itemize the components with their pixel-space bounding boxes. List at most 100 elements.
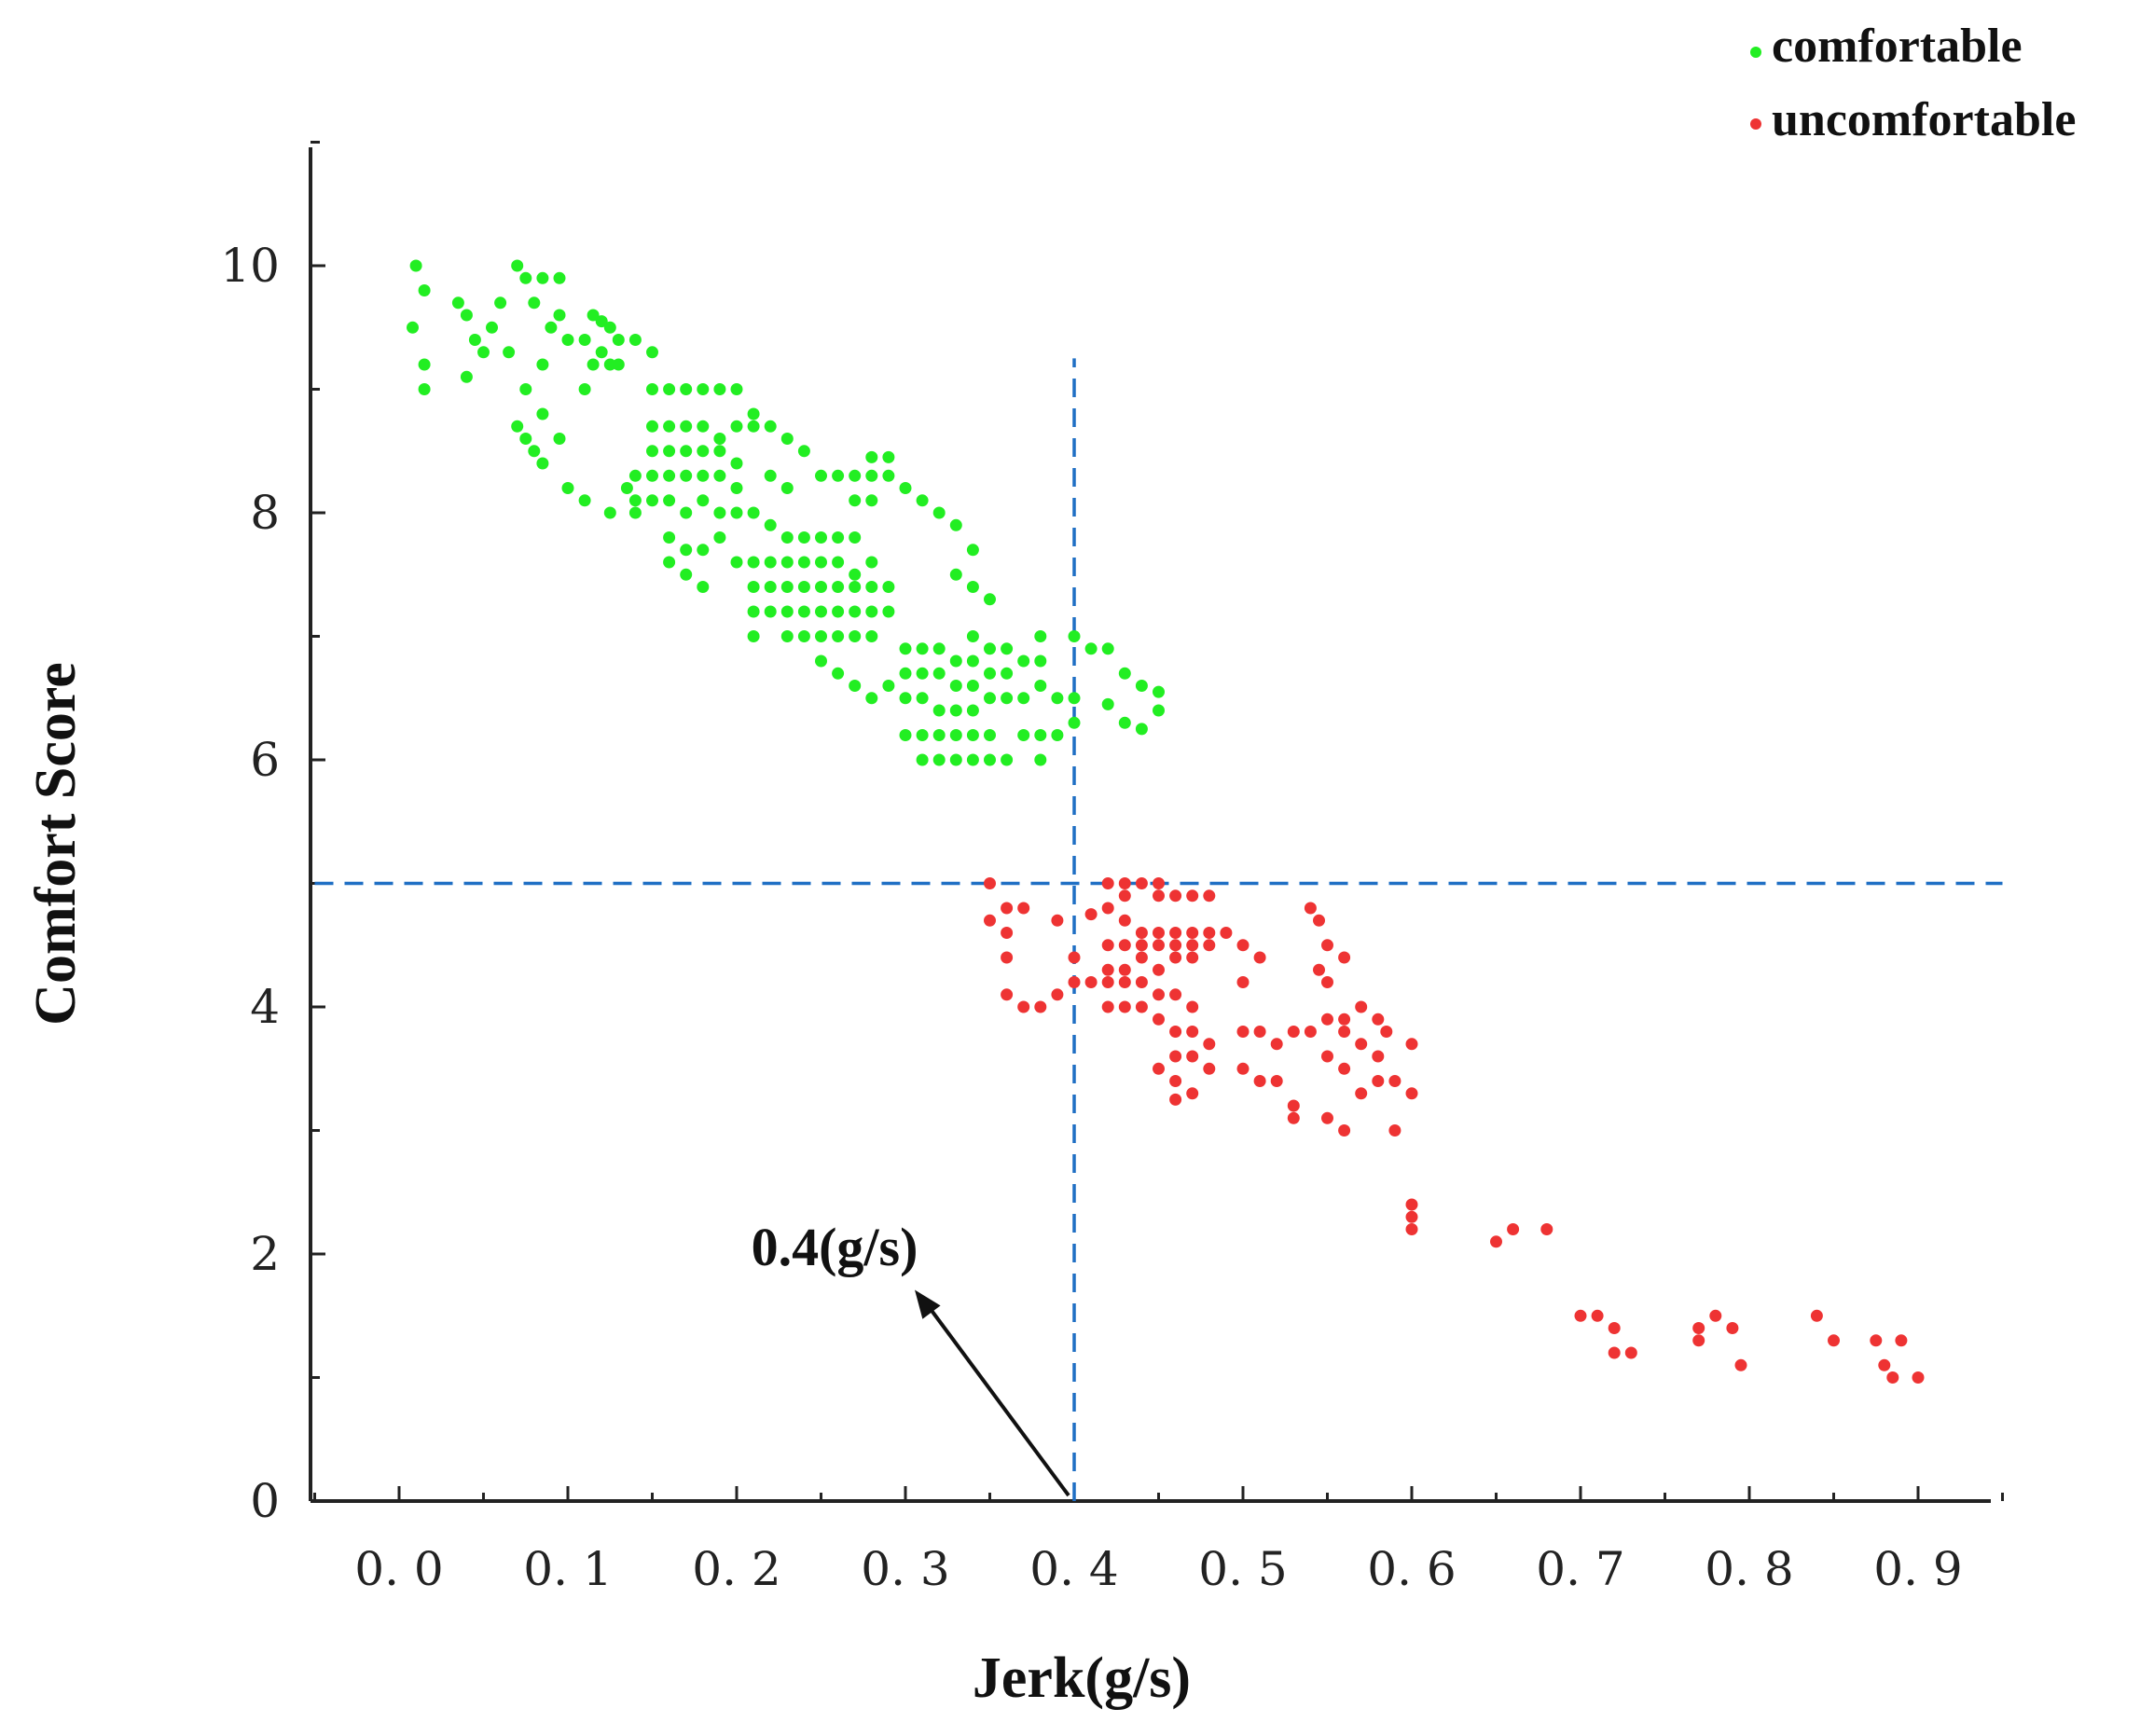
data-point-uncomfortable (1169, 1026, 1182, 1038)
data-point-comfortable (966, 753, 979, 766)
data-point-comfortable (984, 642, 996, 655)
data-point-uncomfortable (1169, 988, 1182, 1001)
data-point-comfortable (780, 531, 794, 544)
data-point-uncomfortable (1338, 1026, 1351, 1038)
x-tick-label: 0. 9 (1873, 1542, 1962, 1596)
data-point-comfortable (646, 420, 658, 433)
data-point-comfortable (663, 383, 676, 395)
data-point-comfortable (832, 630, 845, 642)
data-point-comfortable (984, 667, 996, 680)
data-point-comfortable (528, 296, 541, 310)
data-point-comfortable (949, 680, 962, 692)
data-point-comfortable (628, 506, 642, 519)
data-point-comfortable (780, 605, 794, 618)
data-point-comfortable (899, 667, 912, 680)
data-point-uncomfortable (1405, 1210, 1418, 1223)
data-point-uncomfortable (1236, 1062, 1250, 1075)
data-point-comfortable (764, 556, 777, 569)
data-point-uncomfortable (1912, 1371, 1925, 1384)
y-tick-label: 8 (250, 486, 280, 540)
x-tick-label: 0. 5 (1198, 1542, 1287, 1596)
data-point-comfortable (849, 469, 862, 482)
annotation-label: 0.4(g/s) (752, 1217, 918, 1277)
data-point-comfortable (578, 334, 591, 346)
data-point-uncomfortable (1118, 963, 1131, 976)
data-point-comfortable (697, 494, 710, 507)
data-point-comfortable (984, 692, 996, 705)
data-point-uncomfortable (1118, 889, 1131, 902)
data-point-comfortable (595, 315, 608, 328)
annotation-arrow-head (915, 1289, 941, 1319)
legend-marker-comfortable (1750, 47, 1761, 58)
data-point-comfortable (697, 581, 710, 593)
data-point-uncomfortable (1153, 939, 1165, 952)
y-axis-title: Comfort Score (24, 662, 88, 1026)
data-point-uncomfortable (1203, 939, 1216, 952)
data-point-comfortable (966, 630, 979, 642)
data-point-comfortable (528, 445, 541, 458)
data-point-uncomfortable (1135, 927, 1148, 939)
x-tick-label: 0. 8 (1705, 1542, 1793, 1596)
data-point-uncomfortable (1051, 914, 1064, 927)
data-point-comfortable (832, 605, 845, 618)
data-point-comfortable (603, 358, 616, 371)
data-point-comfortable (612, 334, 625, 346)
data-point-uncomfortable (1253, 1075, 1266, 1087)
data-point-uncomfortable (1068, 976, 1081, 988)
data-point-uncomfortable (1287, 1111, 1300, 1124)
data-point-uncomfortable (1101, 939, 1114, 952)
data-point-comfortable (815, 556, 827, 569)
data-point-uncomfortable (1591, 1309, 1604, 1322)
data-point-uncomfortable (1186, 889, 1199, 902)
data-point-comfortable (1051, 692, 1064, 705)
series-uncomfortable (984, 877, 1925, 1384)
data-point-comfortable (646, 494, 658, 507)
data-point-comfortable (966, 680, 979, 692)
data-point-comfortable (713, 383, 726, 395)
data-series (407, 259, 1925, 1384)
data-point-comfortable (849, 531, 862, 544)
data-point-comfortable (561, 334, 574, 346)
data-point-comfortable (730, 420, 743, 433)
data-point-comfortable (1118, 667, 1131, 680)
data-point-uncomfortable (1118, 939, 1131, 952)
data-point-uncomfortable (1153, 1013, 1165, 1026)
data-point-uncomfortable (1034, 1000, 1047, 1013)
data-point-comfortable (418, 383, 431, 395)
data-point-comfortable (899, 642, 912, 655)
x-tick-label: 0. 6 (1367, 1542, 1456, 1596)
data-point-comfortable (545, 321, 558, 334)
data-point-uncomfortable (1270, 1075, 1283, 1087)
data-point-uncomfortable (1304, 902, 1317, 915)
data-point-comfortable (797, 581, 810, 593)
data-point-uncomfortable (1287, 1099, 1300, 1112)
data-point-uncomfortable (1313, 963, 1325, 976)
data-point-uncomfortable (1186, 951, 1199, 964)
data-point-comfortable (536, 457, 549, 470)
data-point-comfortable (595, 346, 608, 359)
data-point-uncomfortable (1405, 1198, 1418, 1211)
data-point-comfortable (680, 568, 693, 581)
data-point-comfortable (865, 605, 878, 618)
data-point-comfortable (865, 581, 878, 593)
data-point-comfortable (916, 692, 929, 705)
plot-area (309, 147, 1991, 1503)
data-point-comfortable (849, 494, 862, 507)
data-point-comfortable (780, 556, 794, 569)
data-point-comfortable (966, 654, 979, 668)
data-point-comfortable (1135, 723, 1148, 736)
data-point-comfortable (780, 581, 794, 593)
data-point-comfortable (1135, 680, 1148, 692)
data-point-comfortable (966, 704, 979, 717)
data-point-uncomfortable (1321, 1111, 1333, 1124)
data-point-comfortable (663, 469, 676, 482)
data-point-comfortable (797, 605, 810, 618)
data-point-comfortable (519, 271, 532, 284)
data-point-uncomfortable (1405, 1087, 1418, 1100)
data-point-comfortable (578, 383, 591, 395)
data-point-comfortable (984, 593, 996, 606)
data-point-uncomfortable (1608, 1322, 1621, 1334)
data-point-comfortable (1034, 729, 1047, 741)
data-point-uncomfortable (1388, 1075, 1401, 1087)
data-point-uncomfortable (1186, 927, 1199, 939)
